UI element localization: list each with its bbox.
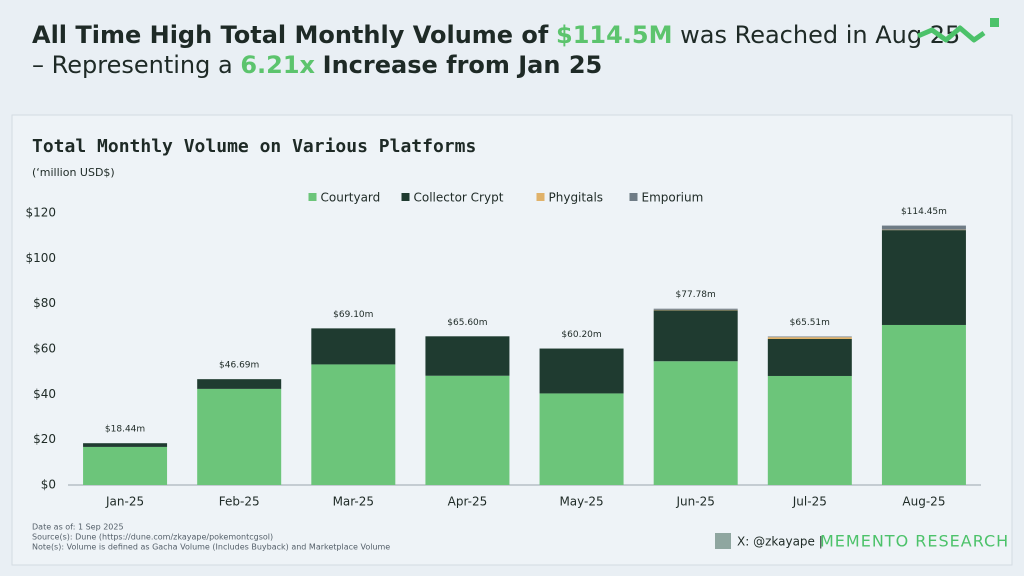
total-label: $69.10m	[333, 310, 373, 320]
legend-swatch	[401, 193, 410, 201]
x-tick-label: Mar-25	[333, 495, 374, 509]
chart-title: Total Monthly Volume on Various Platform…	[32, 136, 476, 157]
headline-line1: All Time High Total Monthly Volume of $1…	[32, 21, 960, 49]
y-tick-label: $80	[33, 296, 56, 310]
x-tick-label: Jul-25	[792, 495, 827, 509]
legend-label: Collector Crypt	[414, 191, 504, 205]
x-tick-label: Jun-25	[676, 495, 715, 509]
bar-segment	[539, 348, 624, 394]
logo	[917, 25, 986, 43]
brand: MEMENTO RESEARCH	[820, 532, 1009, 551]
footnote: Source(s): Dune (https://dune.com/zkayap…	[32, 533, 273, 542]
headline-part: Increase from Jan 25	[323, 51, 603, 79]
headline-highlight: 6.21x	[240, 51, 315, 79]
bar-segment	[767, 339, 852, 376]
bar-segment	[653, 308, 738, 310]
y-tick-label: $120	[25, 206, 56, 220]
bar-segment	[881, 230, 966, 325]
handle: X: @zkayape |	[737, 535, 823, 549]
legend-swatch	[536, 193, 545, 201]
legend-swatch	[308, 193, 317, 201]
y-tick-label: $40	[33, 387, 56, 401]
total-label: $65.51m	[790, 318, 830, 328]
bar-segment	[197, 379, 282, 389]
headline-part: was Reached in Aug 25	[680, 21, 960, 49]
headline-part: All Time High Total Monthly Volume of	[32, 21, 549, 49]
bar-segment	[653, 361, 738, 485]
x-tick-label: Feb-25	[219, 495, 260, 509]
bar-segment	[767, 336, 852, 338]
bar-segment	[83, 446, 168, 485]
bar-segment	[425, 375, 510, 485]
x-tick-label: Aug-25	[902, 495, 945, 509]
headline-highlight: $114.5M	[556, 21, 673, 49]
y-tick-label: $20	[33, 432, 56, 446]
bar-segment	[311, 364, 396, 485]
y-tick-label: $60	[33, 342, 56, 356]
logo-square	[990, 18, 999, 27]
headline-part: – Representing a	[32, 51, 233, 79]
total-label: $114.45m	[901, 207, 947, 217]
bar-segment	[311, 328, 396, 365]
x-tick-label: Apr-25	[448, 495, 488, 509]
x-tick-label: May-25	[559, 495, 603, 509]
bar-segment	[767, 375, 852, 485]
avatar	[715, 533, 731, 549]
bar-segment	[881, 225, 966, 230]
panel	[11, 114, 1013, 566]
bar-segment	[539, 393, 624, 485]
bar-segment	[83, 443, 168, 447]
legend-label: Emporium	[642, 191, 704, 205]
y-tick-label: $0	[41, 478, 56, 492]
bar-segment	[767, 337, 852, 340]
legend-swatch	[629, 193, 638, 201]
plot: $0 $20 $40 $60 $80 $100 $120 Courtyard Collector…	[25, 191, 981, 509]
total-label: $46.69m	[219, 361, 259, 371]
x-tick-label: Jan-25	[105, 495, 144, 509]
total-label: $60.20m	[561, 330, 601, 340]
bar-segment	[425, 336, 510, 376]
chart-subtitle: (‘million USD$)	[32, 166, 115, 179]
bar-segment	[881, 324, 966, 485]
bar-segment	[197, 388, 282, 485]
total-label: $77.78m	[676, 290, 716, 300]
y-tick-label: $100	[25, 251, 56, 265]
footnote: Note(s): Volume is defined as Gacha Volu…	[32, 543, 390, 552]
legend-label: Phygitals	[549, 191, 604, 205]
headline-line2: – Representing a 6.21x Increase from Jan…	[32, 51, 602, 79]
total-label: $65.60m	[447, 318, 487, 328]
footnote: Date as of: 1 Sep 2025	[32, 523, 124, 532]
bar-segment	[653, 310, 738, 362]
legend-label: Courtyard	[321, 191, 381, 205]
total-label: $18.44m	[105, 425, 145, 435]
